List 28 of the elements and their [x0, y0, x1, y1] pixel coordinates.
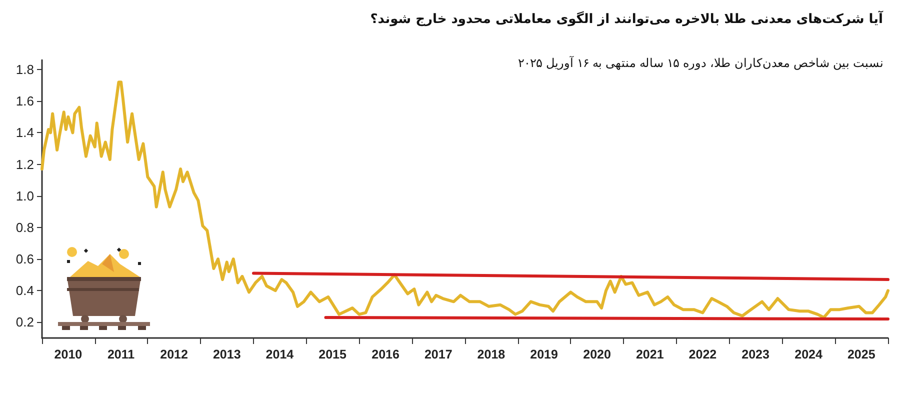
x-tick-label: 2011	[107, 348, 135, 362]
y-tick-label: 0.6	[16, 252, 34, 267]
x-tick-label: 2020	[583, 348, 611, 362]
x-tick-label: 2014	[266, 348, 294, 362]
y-tick-label: 1.6	[16, 94, 34, 109]
y-tick-label: 1.4	[16, 125, 34, 140]
y-tick-label: 0.2	[16, 314, 34, 330]
x-tick-label: 2017	[424, 348, 452, 362]
x-tick-label: 2015	[318, 348, 346, 362]
chart-subtitle: نسبت بین شاخص معدن‌کاران طلا، دوره ۱۵ ساله منتهی به ۱۶ آوریل ۲۰۲۵	[518, 55, 884, 70]
chart-title: آیا شرکت‌های معدنی طلا بالاخره می‌توانند از الگوی معاملاتی محدود خارج شوند؟	[370, 10, 884, 27]
x-tick-label: 2025	[847, 348, 876, 362]
line-series	[40, 80, 890, 319]
y-tick-label: 0.8	[16, 220, 34, 235]
x-tick-label: 2010	[54, 348, 82, 362]
x-tick-label: 2024	[794, 348, 822, 362]
y-tick-label: 1.8	[16, 62, 34, 77]
x-tick-label: 2016	[372, 348, 400, 362]
x-tick-label: 2022	[688, 348, 717, 362]
y-tick-label: 0.4	[16, 283, 34, 298]
y-tick-label: 1.2	[16, 156, 34, 172]
y-tick-label: 1.0	[16, 188, 34, 204]
x-tick-label: 2018	[477, 348, 506, 362]
x-tick-label: 2023	[742, 348, 770, 362]
x-tick-label: 2013	[212, 348, 241, 362]
x-tick-label: 2021	[636, 348, 664, 362]
x-tick-label: 2019	[530, 348, 558, 362]
x-tick-label: 2012	[160, 348, 188, 362]
